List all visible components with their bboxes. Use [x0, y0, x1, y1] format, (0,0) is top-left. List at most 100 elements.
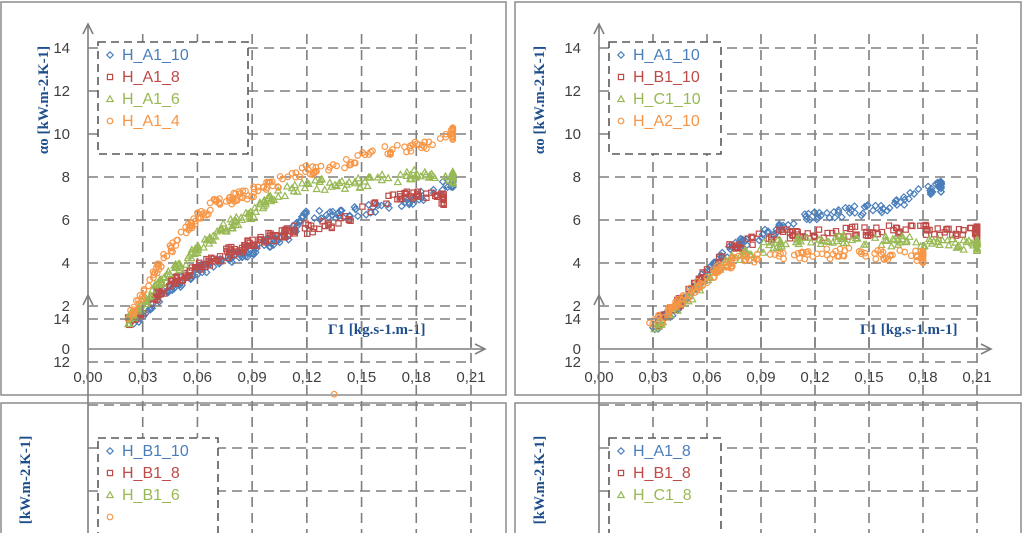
- data-point: [253, 242, 261, 249]
- legend-marker: [616, 446, 626, 456]
- data-point: [407, 147, 415, 155]
- data-point: [421, 170, 431, 178]
- data-point: [959, 235, 968, 244]
- legend-marker: [617, 117, 625, 125]
- data-point: [879, 248, 887, 256]
- data-point: [370, 200, 377, 207]
- data-point: [415, 193, 422, 200]
- data-point: [186, 224, 194, 232]
- data-point: [259, 197, 269, 205]
- data-point: [325, 221, 332, 229]
- data-point: [731, 254, 739, 262]
- data-point: [952, 243, 961, 251]
- data-point: [216, 201, 224, 208]
- legend-marker: [616, 490, 626, 499]
- y-tick-label: 14: [564, 311, 581, 328]
- data-point: [824, 229, 831, 237]
- data-point: [242, 187, 249, 195]
- data-point: [815, 208, 824, 217]
- data-point: [254, 187, 262, 195]
- data-point: [333, 162, 341, 170]
- data-point: [755, 245, 765, 253]
- y-tick-label: 14: [53, 311, 70, 328]
- data-point: [225, 194, 233, 202]
- legend-marker: [617, 469, 625, 477]
- data-point: [337, 176, 347, 185]
- data-point: [383, 200, 393, 209]
- data-point: [877, 250, 885, 258]
- legend-marker: [105, 94, 115, 103]
- data-point: [194, 209, 201, 217]
- data-point: [802, 248, 810, 256]
- data-point: [824, 237, 834, 246]
- data-point: [369, 147, 376, 155]
- data-point: [801, 255, 809, 263]
- data-point: [185, 226, 192, 234]
- data-point: [885, 222, 893, 229]
- data-point: [870, 233, 880, 241]
- data-point: [206, 262, 214, 269]
- data-point: [193, 245, 203, 254]
- data-point: [415, 141, 423, 149]
- data-point: [841, 203, 850, 212]
- data-point: [167, 282, 174, 289]
- data-point: [410, 165, 419, 174]
- data-point: [361, 151, 369, 159]
- data-point: [786, 235, 794, 242]
- data-point: [922, 231, 930, 238]
- data-point: [786, 228, 794, 236]
- data-point: [299, 209, 309, 218]
- data-point: [892, 200, 902, 209]
- data-point: [360, 176, 370, 185]
- legend-entry-label: H_B1_8: [122, 465, 180, 482]
- data-point: [823, 245, 831, 253]
- data-point: [848, 223, 856, 231]
- y-tick-label: 10: [564, 126, 581, 143]
- data-point: [258, 203, 268, 212]
- data-point: [383, 200, 390, 207]
- data-point: [882, 236, 892, 245]
- data-point: [336, 206, 345, 215]
- data-point: [315, 177, 324, 185]
- data-point: [339, 213, 348, 222]
- data-point: [251, 207, 261, 215]
- y-tick-label: 6: [62, 212, 70, 229]
- data-point: [779, 228, 787, 236]
- data-point: [397, 202, 406, 211]
- data-point: [936, 184, 946, 193]
- data-point: [402, 171, 411, 180]
- legend-entry-label: H_C1_8: [633, 487, 692, 504]
- data-point: [429, 141, 436, 149]
- data-point: [966, 224, 974, 232]
- data-point: [842, 224, 850, 232]
- data-point: [231, 216, 241, 225]
- data-point: [145, 305, 154, 314]
- data-point: [305, 221, 312, 229]
- data-point: [853, 234, 862, 242]
- y-axis-label: [kW.m-2.K-1]: [532, 436, 548, 525]
- data-point: [154, 262, 162, 270]
- data-point: [687, 287, 695, 295]
- data-point: [822, 236, 832, 245]
- data-point: [405, 200, 414, 209]
- chart-panel-frame: [0, 402, 507, 533]
- data-point: [350, 178, 360, 187]
- data-point: [907, 252, 915, 260]
- data-point: [804, 209, 813, 218]
- data-point: [802, 215, 811, 224]
- data-point: [200, 234, 210, 243]
- data-point: [249, 236, 256, 244]
- legend-marker: [106, 117, 114, 125]
- data-point: [817, 235, 827, 244]
- data-point: [176, 261, 185, 269]
- data-point: [658, 319, 666, 327]
- data-point: [150, 271, 158, 279]
- data-point: [187, 219, 195, 227]
- data-point: [755, 236, 764, 245]
- data-point: [262, 237, 270, 245]
- data-point: [218, 257, 225, 265]
- data-point: [413, 170, 422, 179]
- data-point: [780, 255, 787, 263]
- chart-panel-frame: [514, 402, 1022, 533]
